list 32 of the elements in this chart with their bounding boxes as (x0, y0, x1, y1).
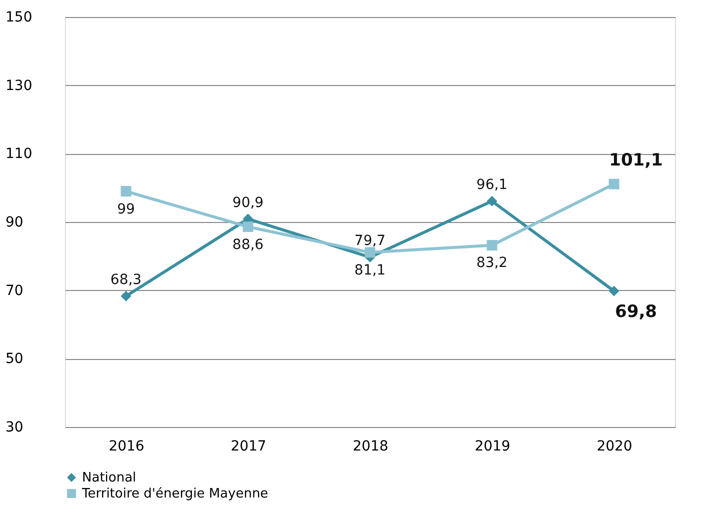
y-tick-label: 90 (6, 214, 24, 230)
point (608, 178, 620, 190)
y-tick-label: 30 (6, 420, 24, 436)
data-label: 68,3 (110, 272, 142, 288)
y-tick-label: 50 (6, 351, 24, 368)
x-tick-label: 2016 (108, 438, 144, 454)
data-label: 83,2 (476, 255, 508, 272)
data-label: 101,1 (609, 150, 663, 171)
x-tick-label: 2019 (474, 438, 510, 454)
point (486, 240, 498, 250)
point (242, 222, 254, 232)
x-tick-label: 2018 (352, 438, 388, 454)
legend-label: Territoire d'énergie Mayenne (81, 486, 268, 502)
x-tick-label: 2020 (596, 438, 632, 454)
data-label: 69,8 (615, 302, 657, 322)
y-tick-label: 110 (6, 146, 32, 162)
point (486, 196, 498, 206)
data-label: 99 (117, 201, 135, 218)
point (608, 286, 620, 296)
data-label: 96,1 (476, 177, 508, 194)
point (364, 247, 376, 258)
data-label: 90,9 (232, 194, 264, 211)
x-tick-label: 2017 (230, 438, 266, 454)
legend-label: National (82, 470, 136, 486)
data-label: 88,6 (232, 236, 264, 253)
y-tick-label: 70 (6, 282, 24, 299)
data-label: 81,1 (354, 262, 386, 278)
y-tick-label: 130 (6, 78, 32, 94)
point (120, 186, 132, 196)
point (120, 290, 132, 302)
y-tick-label: 150 (6, 10, 32, 26)
data-label: 79,7 (354, 233, 386, 250)
